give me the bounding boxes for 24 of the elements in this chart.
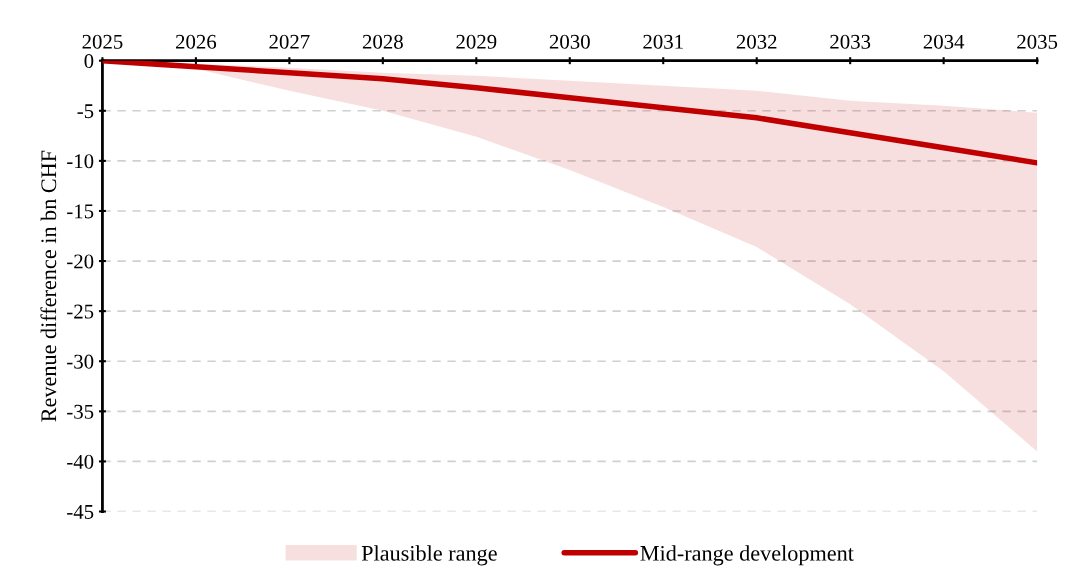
legend-label: Mid-range development: [640, 545, 854, 566]
y-tick-label: -35: [67, 404, 94, 419]
y-tick-label: 0: [84, 54, 94, 69]
y-tick-label: -30: [67, 354, 94, 369]
x-tick-label: 2029: [456, 34, 497, 49]
x-tick-label: 2028: [362, 34, 403, 49]
x-tick-label: 2031: [643, 34, 683, 49]
x-tick-label: 2033: [830, 34, 871, 49]
y-tick-label: -15: [67, 204, 94, 219]
text: Plausible range: [361, 545, 497, 566]
y-axis-title: Revenue difference in bn CHF: [40, 150, 57, 422]
y-tick-label: -20: [67, 254, 94, 269]
y-tick-label: -10: [67, 154, 94, 169]
x-tick-label: 2026: [175, 34, 217, 49]
x-tick-label: 2032: [736, 34, 777, 49]
y-tick-label: -5: [77, 104, 94, 119]
y-tick-label: -40: [67, 454, 94, 469]
x-tick-label: 2025: [82, 34, 123, 49]
x-tick-label: 2030: [549, 34, 590, 49]
x-tick-label: 2034: [923, 34, 965, 49]
y-tick-label: -45: [67, 505, 94, 519]
x-tick-label: 2035: [1017, 34, 1058, 49]
y-tick-label: -25: [67, 304, 94, 319]
x-tick-label: 2027: [269, 34, 310, 49]
